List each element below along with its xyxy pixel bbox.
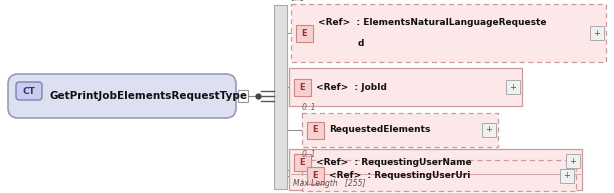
FancyBboxPatch shape [8,74,236,118]
Bar [307,122,324,139]
Text: +: + [486,125,492,135]
FancyBboxPatch shape [16,82,42,100]
Bar [289,149,582,190]
Text: E: E [300,82,305,91]
Text: CT: CT [23,86,36,96]
Bar [307,167,324,184]
Text: 0..1: 0..1 [302,150,316,159]
Bar [302,160,576,191]
Bar [294,154,311,171]
Text: <Ref>  : JobId: <Ref> : JobId [316,82,387,91]
Bar [302,113,498,147]
Bar [590,26,604,40]
Text: E: E [300,158,305,167]
Text: E: E [313,171,318,180]
Text: <Ref>  : ElementsNaturalLanguageRequeste: <Ref> : ElementsNaturalLanguageRequeste [318,18,546,27]
Bar [238,90,248,102]
Bar [289,68,522,106]
Text: GetPrintJobElementsRequestType: GetPrintJobElementsRequestType [49,91,247,101]
Text: <Ref>  : RequestingUserUri: <Ref> : RequestingUserUri [329,171,470,180]
Text: 0..1: 0..1 [302,103,316,112]
Text: <Ref>  : RequestingUserName: <Ref> : RequestingUserName [316,158,472,167]
Text: Max Length   [255]: Max Length [255] [293,179,365,188]
Text: E: E [301,29,308,37]
Text: +: + [564,171,570,180]
Text: +: + [510,82,516,91]
Text: E: E [313,125,318,135]
Bar [482,123,496,137]
Text: RequestedElements: RequestedElements [329,125,430,135]
Bar [296,25,313,41]
Bar [294,79,311,96]
Bar [274,5,287,189]
Bar [291,4,606,62]
Bar [566,154,580,168]
Text: +: + [570,157,577,166]
Text: d: d [358,39,364,48]
Bar [506,80,520,94]
Bar [560,168,574,183]
Text: 0..1: 0..1 [291,0,306,3]
Text: +: + [594,29,600,37]
